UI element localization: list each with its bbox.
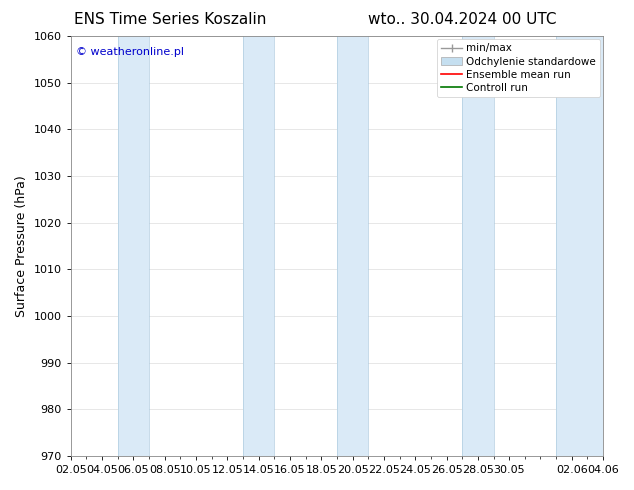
Bar bbox=[462, 36, 493, 456]
Bar bbox=[243, 36, 275, 456]
Text: © weatheronline.pl: © weatheronline.pl bbox=[76, 47, 184, 57]
Legend: min/max, Odchylenie standardowe, Ensemble mean run, Controll run: min/max, Odchylenie standardowe, Ensembl… bbox=[437, 39, 600, 97]
Bar bbox=[556, 36, 603, 456]
Y-axis label: Surface Pressure (hPa): Surface Pressure (hPa) bbox=[15, 175, 28, 317]
Text: wto.. 30.04.2024 00 UTC: wto.. 30.04.2024 00 UTC bbox=[368, 12, 556, 27]
Bar bbox=[118, 36, 149, 456]
Bar bbox=[337, 36, 368, 456]
Text: ENS Time Series Koszalin: ENS Time Series Koszalin bbox=[74, 12, 266, 27]
